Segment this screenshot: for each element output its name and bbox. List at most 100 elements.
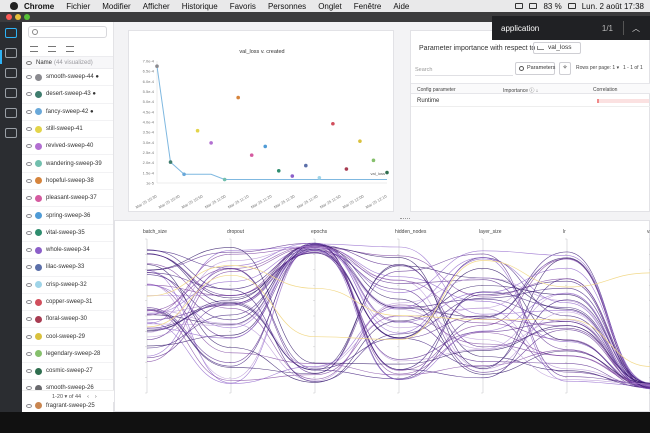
menu-item[interactable]: Onglet xyxy=(318,1,342,11)
run-color-dot[interactable] xyxy=(35,333,42,341)
run-line[interactable] xyxy=(146,244,650,384)
run-line[interactable] xyxy=(146,265,650,389)
run-line[interactable] xyxy=(146,249,650,388)
scatter-point[interactable] xyxy=(168,160,173,164)
scatter-point[interactable] xyxy=(331,121,335,126)
run-color-dot[interactable] xyxy=(35,246,42,254)
eye-icon[interactable] xyxy=(26,248,32,253)
run-line[interactable] xyxy=(146,300,650,385)
run-color-dot[interactable] xyxy=(35,298,42,306)
run-line[interactable] xyxy=(146,260,650,340)
run-line[interactable] xyxy=(146,249,650,384)
scatter-point[interactable] xyxy=(358,139,362,143)
run-line[interactable] xyxy=(146,245,650,385)
col-importance[interactable]: Importance ⓘ ↓ xyxy=(503,88,539,94)
run-color-dot[interactable] xyxy=(35,315,42,323)
run-line[interactable] xyxy=(146,250,650,387)
menu-item[interactable]: Fichier xyxy=(66,1,91,11)
run-color-dot[interactable] xyxy=(35,125,42,133)
run-line[interactable] xyxy=(146,245,650,384)
scatter-point[interactable] xyxy=(222,177,227,182)
chevron-up-icon[interactable]: ︿ xyxy=(632,23,640,33)
run-row[interactable]: spring-sweep-36 xyxy=(22,207,113,225)
run-color-dot[interactable] xyxy=(35,177,42,185)
run-color-dot[interactable] xyxy=(35,263,42,271)
chevron-left-icon[interactable]: ‹ xyxy=(87,393,89,400)
fullscreen-window-button[interactable] xyxy=(24,14,30,20)
run-name[interactable]: crisp-sweep-32 xyxy=(46,281,87,288)
run-row[interactable]: lilac-sweep-33 xyxy=(22,259,113,277)
run-name[interactable]: cosmic-sweep-27 xyxy=(46,368,93,375)
run-row[interactable]: hopeful-sweep-38 xyxy=(22,173,113,191)
run-name[interactable]: spring-sweep-36 xyxy=(46,212,91,219)
run-line[interactable] xyxy=(146,250,650,384)
run-color-dot[interactable] xyxy=(35,402,42,410)
menu-item[interactable]: Fenêtre xyxy=(353,1,382,11)
run-line[interactable] xyxy=(146,247,650,389)
run-row[interactable]: revived-sweep-40 xyxy=(22,138,113,156)
scatter-point[interactable] xyxy=(182,172,186,177)
menu-item[interactable]: Modifier xyxy=(102,1,131,11)
eye-icon[interactable] xyxy=(26,60,32,65)
run-name[interactable]: floral-sweep-30 xyxy=(46,316,88,323)
parameters-button[interactable]: Parameters xyxy=(515,62,555,75)
parallel-coordinates-panel[interactable]: batch_size dropout epochs hidden_nodes layer… xyxy=(114,220,650,412)
clock[interactable]: Lun. 2 août 17:38 xyxy=(581,1,644,11)
menu-item[interactable]: Historique xyxy=(181,1,218,11)
wifi-icon[interactable] xyxy=(529,3,538,9)
find-input[interactable]: application xyxy=(501,23,540,33)
run-name[interactable]: whole-sweep-34 xyxy=(46,247,90,254)
param-search-input[interactable]: Search xyxy=(415,65,513,76)
eye-icon[interactable] xyxy=(26,144,32,149)
run-color-dot[interactable] xyxy=(35,90,42,98)
run-line[interactable] xyxy=(146,242,650,389)
scatter-point[interactable] xyxy=(249,153,254,157)
eye-icon[interactable] xyxy=(26,213,32,218)
run-color-dot[interactable] xyxy=(35,350,42,358)
metric-select[interactable]: val_loss xyxy=(533,42,581,54)
scatter-point[interactable] xyxy=(317,175,322,180)
run-row[interactable]: legendary-sweep-28 xyxy=(22,346,113,364)
menu-app-name[interactable]: Chrome xyxy=(24,1,55,11)
sort-icon[interactable] xyxy=(66,46,74,52)
run-line[interactable] xyxy=(146,264,650,388)
menu-item[interactable]: Afficher xyxy=(142,1,170,11)
run-row[interactable]: vital-sweep-35 xyxy=(22,225,113,242)
scatter-point[interactable] xyxy=(209,141,213,145)
eye-icon[interactable] xyxy=(26,75,32,80)
run-line[interactable] xyxy=(146,252,650,389)
run-name[interactable]: fancy-sweep-42 ● xyxy=(46,108,94,115)
run-line[interactable] xyxy=(146,243,650,388)
scatter-point[interactable] xyxy=(263,144,268,149)
group-icon[interactable] xyxy=(48,46,56,52)
eye-icon[interactable] xyxy=(26,334,32,339)
table-icon[interactable] xyxy=(5,48,17,58)
rows-per-page[interactable]: Rows per page: 1 ▾ xyxy=(576,65,620,71)
charts-icon[interactable] xyxy=(5,28,17,38)
runs-search-input[interactable] xyxy=(28,26,107,38)
run-line[interactable] xyxy=(146,246,650,385)
eye-icon[interactable] xyxy=(26,92,32,97)
eye-icon[interactable] xyxy=(26,109,32,114)
eye-icon[interactable] xyxy=(26,369,32,374)
info-icon[interactable] xyxy=(5,68,17,78)
col-correlation[interactable]: Correlation xyxy=(593,87,618,93)
run-line[interactable] xyxy=(146,247,650,388)
menu-item[interactable]: Personnes xyxy=(267,1,307,11)
run-name[interactable]: fragrant-sweep-25 xyxy=(46,402,95,409)
run-row[interactable]: pleasant-sweep-37 xyxy=(22,190,113,208)
dropbox-icon[interactable] xyxy=(515,3,524,9)
run-color-dot[interactable] xyxy=(35,142,42,150)
val-loss-chart-panel[interactable]: val_loss v. created 7.0e-4 6.5e-4 6.0e-4 5.… xyxy=(128,30,394,212)
minimize-window-button[interactable] xyxy=(15,14,21,20)
run-row[interactable]: copper-sweep-31 xyxy=(22,294,113,312)
eye-icon[interactable] xyxy=(26,403,32,408)
eye-icon[interactable] xyxy=(26,127,32,132)
run-color-dot[interactable] xyxy=(35,212,42,220)
run-name[interactable]: revived-sweep-40 xyxy=(46,143,94,150)
run-line[interactable] xyxy=(146,247,650,384)
run-color-dot[interactable] xyxy=(35,108,42,116)
run-row[interactable]: crisp-sweep-32 xyxy=(22,277,113,294)
runs-table-header[interactable]: Name (44 visualized) xyxy=(22,56,113,69)
scatter-point[interactable] xyxy=(344,167,349,171)
